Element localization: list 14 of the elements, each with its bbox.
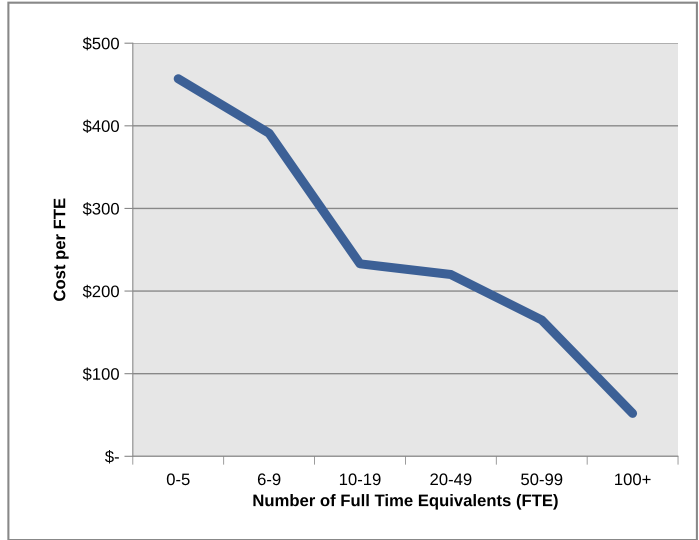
x-tick-label: 20-49 <box>430 473 472 486</box>
y-tick-label: $- <box>104 450 119 464</box>
x-tick-label: 10-19 <box>340 473 381 486</box>
y-tick-label: $200 <box>82 284 119 298</box>
x-tick-label: 6-9 <box>258 473 280 486</box>
x-tick-label: 100+ <box>615 473 651 486</box>
x-tick-label: 0-5 <box>166 473 190 486</box>
y-tick-label: $100 <box>82 367 119 381</box>
x-axis-title: Number of Full Time Equivalents (FTE) <box>253 494 558 510</box>
y-axis-title: Cost per FTE <box>54 198 69 301</box>
y-tick-label: $300 <box>82 202 119 216</box>
y-tick-label: $400 <box>82 120 119 134</box>
x-tick-label: 50-99 <box>521 473 562 486</box>
y-tick-label: $500 <box>82 36 119 50</box>
